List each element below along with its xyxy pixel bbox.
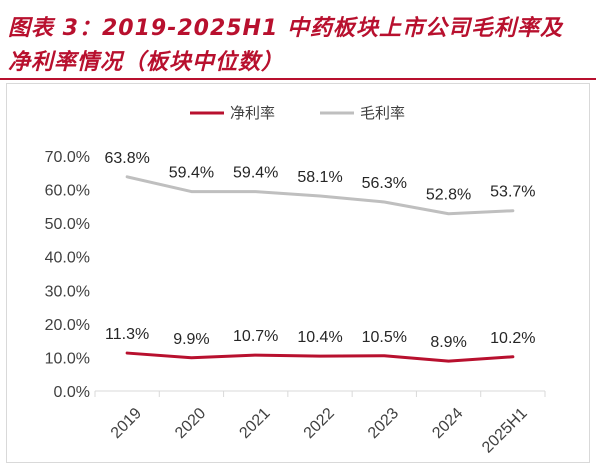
data-label: 63.8% (104, 150, 149, 167)
legend-label: 毛利率 (360, 104, 405, 122)
y-tick-label: 70.0% (45, 149, 90, 166)
x-tick-label: 2023 (365, 405, 402, 442)
figure-title: 图表 3：2019-2025H1 中药板块上市公司毛利率及 净利率情况（板块中位… (0, 0, 596, 80)
x-tick-label: 2022 (301, 405, 338, 442)
series-line-net-margin (125, 351, 515, 363)
figure-title-line-1: 图表 3：2019-2025H1 中药板块上市公司毛利率及 (8, 16, 563, 41)
y-tick-label: 20.0% (45, 317, 90, 334)
title-divider (0, 78, 596, 80)
y-tick-label: 10.0% (45, 350, 90, 367)
y-tick-label: 40.0% (45, 250, 90, 267)
series-line-gross-margin (125, 175, 515, 216)
legend-label: 净利率 (230, 104, 275, 122)
x-tick-label: 2025H1 (479, 405, 531, 457)
x-tick-label: 2021 (236, 405, 273, 442)
data-label: 59.4% (233, 165, 278, 182)
y-axis: 0.0% 10.0% 20.0% 30.0% 40.0% 50.0% 60.0% 70.0% (45, 149, 90, 401)
x-tick-label: 2020 (172, 405, 209, 442)
data-label: 58.1% (297, 169, 342, 186)
x-tick-label: 2024 (429, 405, 466, 442)
data-label: 53.7% (490, 184, 535, 201)
data-label: 9.9% (173, 331, 209, 348)
data-label: 8.9% (430, 334, 466, 351)
y-tick-label: 0.0% (54, 384, 90, 401)
data-label: 59.4% (169, 165, 214, 182)
chart-frame (6, 83, 590, 463)
data-label: 56.3% (362, 175, 407, 192)
y-tick-label: 60.0% (45, 183, 90, 200)
y-tick-label: 50.0% (45, 216, 90, 233)
data-labels: 11.3% 9.9% 10.7% 10.4% 10.5% 8.9% 10.2% 63.8% 59… (104, 150, 535, 351)
figure-title-line-2: 净利率情况（板块中位数） (8, 50, 285, 75)
data-label: 52.8% (426, 187, 471, 204)
y-tick-label: 30.0% (45, 283, 90, 300)
data-label: 10.2% (490, 330, 535, 347)
data-label: 10.4% (297, 329, 342, 346)
legend: 净利率 毛利率 (190, 104, 405, 122)
x-tick-label: 2019 (108, 405, 145, 442)
series-group (125, 175, 515, 363)
x-axis: 2019 2020 2021 2022 2023 2024 2025H1 (94, 390, 546, 457)
data-label: 11.3% (105, 326, 149, 343)
data-label: 10.7% (233, 328, 278, 345)
data-label: 10.5% (362, 329, 407, 346)
